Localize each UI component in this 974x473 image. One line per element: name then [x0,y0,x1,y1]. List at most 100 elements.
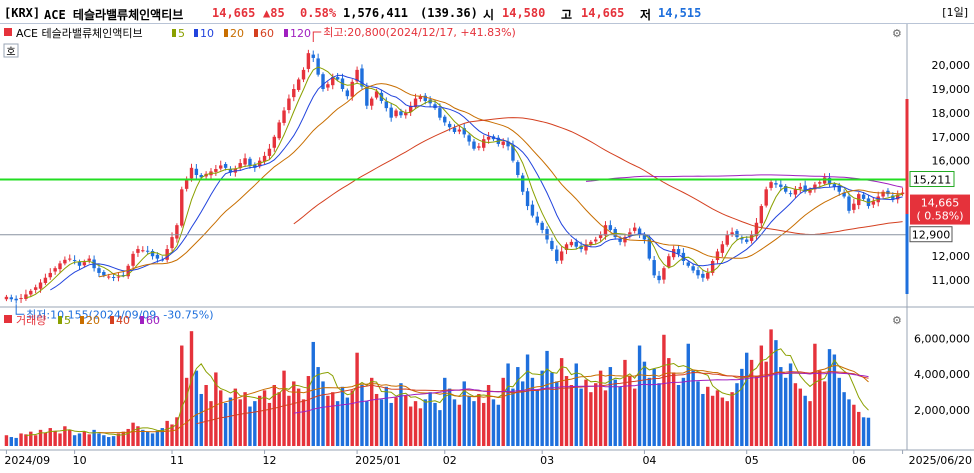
volume-bar[interactable] [745,352,749,446]
candle[interactable] [248,158,252,166]
volume-bar[interactable] [647,377,652,446]
volume-bar[interactable] [189,331,194,446]
candle[interactable] [326,84,330,88]
volume-bar[interactable] [720,397,725,446]
volume-bar[interactable] [676,385,681,446]
candle[interactable] [165,249,169,260]
volume-bar[interactable] [501,377,505,446]
volume-ma-legend-label-20[interactable]: 20 [86,314,100,327]
volume-bar[interactable] [243,392,247,446]
volume-bar[interactable] [145,431,150,446]
candle[interactable] [662,268,666,280]
volume-bar[interactable] [842,392,846,446]
candle[interactable] [443,116,447,123]
volume-bar[interactable] [637,345,642,446]
candle[interactable] [516,162,520,175]
candle[interactable] [798,186,802,189]
candle[interactable] [740,238,744,240]
candle[interactable] [530,204,535,216]
candle[interactable] [535,216,539,223]
candle[interactable] [14,298,18,301]
volume-bar[interactable] [335,401,340,446]
candle[interactable] [63,259,67,264]
candle[interactable] [87,258,91,261]
volume-bar[interactable] [116,433,121,446]
volume-bar[interactable] [818,370,822,446]
candle[interactable] [335,77,340,80]
volume-bar[interactable] [443,377,447,446]
volume-bar[interactable] [657,383,661,446]
candle[interactable] [457,129,462,132]
volume-bar[interactable] [311,341,315,446]
volume-bar[interactable] [788,363,793,446]
volume-bar[interactable] [662,334,666,446]
volume-bar[interactable] [520,381,525,446]
volume-bar[interactable] [545,350,549,446]
volume-bar[interactable] [418,408,423,446]
volume-bar[interactable] [296,388,301,446]
stock-chart-svg[interactable]: 20,000 19,000 18,000 17,000 16,000 12,000 11,0… [0,24,974,470]
volume-bar[interactable] [681,377,686,446]
volume-bar[interactable] [292,381,296,446]
candle[interactable] [360,68,364,87]
candle[interactable] [306,53,311,69]
candle[interactable] [881,191,885,197]
candle[interactable] [637,228,642,235]
candle[interactable] [214,169,218,172]
volume-bar[interactable] [184,377,189,446]
candle[interactable] [764,189,768,206]
volume-bar[interactable] [131,422,135,446]
candle[interactable] [384,101,389,109]
candle[interactable] [97,268,101,273]
candle[interactable] [29,290,33,295]
candle[interactable] [813,184,817,190]
volume-bar[interactable] [53,430,57,446]
volume-bar[interactable] [652,368,656,446]
volume-bar[interactable] [170,424,174,446]
candle[interactable] [594,239,598,242]
candle[interactable] [111,277,116,279]
volume-bar[interactable] [253,401,257,446]
candle[interactable] [477,146,481,148]
volume-bar[interactable] [107,437,111,446]
candle[interactable] [803,185,807,192]
volume-bar[interactable] [326,395,330,446]
volume-bar[interactable] [209,401,213,446]
candle[interactable] [769,182,773,188]
candle[interactable] [404,112,408,116]
volume-bar[interactable] [160,428,164,446]
volume-bar[interactable] [365,401,369,446]
volume-bar[interactable] [584,379,588,446]
price-panel[interactable] [0,49,907,304]
candle[interactable] [365,87,369,106]
candle[interactable] [428,99,432,104]
candle[interactable] [68,258,72,260]
volume-bar[interactable] [535,390,539,446]
volume-bar[interactable] [715,390,720,446]
volume-bar[interactable] [857,411,861,446]
candle[interactable] [155,254,160,259]
volume-bar[interactable] [262,390,267,446]
volume-bar[interactable] [413,401,418,446]
candle[interactable] [472,141,476,149]
candle[interactable] [842,192,846,197]
candle[interactable] [550,240,554,250]
volume-bar[interactable] [155,430,160,446]
candle[interactable] [657,275,661,281]
volume-bar[interactable] [14,437,18,446]
candle[interactable] [53,268,57,272]
candle[interactable] [170,237,174,249]
volume-bar[interactable] [384,386,389,446]
candle[interactable] [696,270,700,276]
volume-bar[interactable] [72,435,77,446]
candle[interactable] [389,107,393,118]
candle[interactable] [891,195,895,199]
candle[interactable] [72,260,77,262]
volume-bar[interactable] [165,420,169,446]
volume-bar[interactable] [428,392,432,446]
candle[interactable] [189,167,194,179]
volume-bar[interactable] [370,377,374,446]
volume-bar[interactable] [793,383,798,446]
candle[interactable] [847,196,851,211]
volume-bar[interactable] [472,401,476,446]
